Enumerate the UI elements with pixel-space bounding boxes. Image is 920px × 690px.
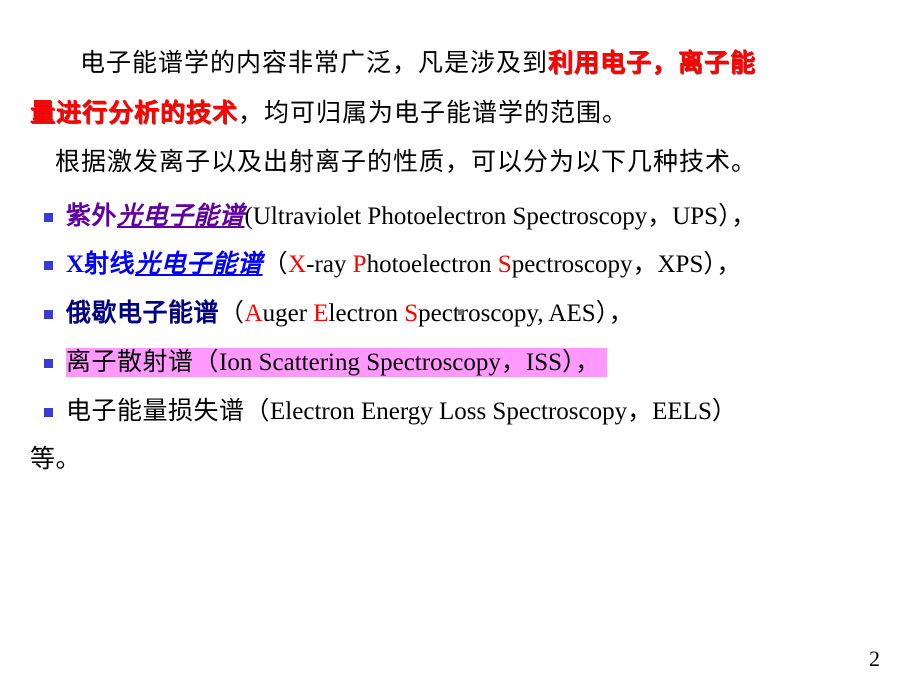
iss-en: Ion Scattering Spectroscopy， (219, 349, 526, 376)
xps-zh-bold: X射线 (66, 251, 135, 278)
ups-zh-italic: 光电子能谱 (117, 203, 245, 230)
page-number: 2 (869, 646, 880, 672)
intro-emph-a: 利用电子，离子能 (548, 50, 756, 77)
center-dot-icon (458, 310, 463, 315)
list-item-ups: 紫外光电子能谱(Ultraviolet Photoelectron Spectr… (30, 193, 890, 242)
eels-paren-open: （ (245, 398, 271, 425)
ups-paren-close: ） (718, 203, 731, 230)
ups-abbr: UPS (672, 203, 718, 230)
aes-tail: ， (609, 300, 635, 327)
iss-tail: ， (575, 349, 601, 376)
intro-line1: 电子能谱学的内容非常广泛，凡是涉及到利用电子，离子能 (30, 40, 890, 88)
technique-list: 紫外光电子能谱(Ultraviolet Photoelectron Spectr… (30, 193, 890, 486)
aes-en-post: , AES (537, 300, 595, 327)
eels-paren-close: ） (712, 398, 738, 425)
xps-en-post: ，XPS (632, 251, 703, 278)
aes-zh-bold: 俄歇电子能谱 (66, 300, 219, 327)
eels-zh: 电子能量损失谱 (66, 398, 245, 425)
iss-zh: 离子散射谱 (66, 349, 194, 376)
intro-text-a: 电子能谱学的内容非常广泛，凡是涉及到 (80, 50, 548, 77)
aes-paren-open: （ (219, 300, 245, 327)
xps-tail: ， (716, 251, 742, 278)
aes-en: Auger Electron Spectroscopy (245, 300, 538, 327)
xps-paren-close: ） (703, 251, 716, 278)
eels-en: Electron Energy Loss Spectroscopy， (270, 398, 652, 425)
xps-paren-open: （ (263, 251, 289, 278)
intro-text-b: ，均可归属为电子能谱学的范围。 (238, 100, 628, 127)
ups-tail: ， (731, 203, 757, 230)
ups-paren-open: ( (245, 203, 253, 230)
list-item-xps: X射线光电子能谱（X-ray Photoelectron Spectroscop… (30, 241, 890, 290)
iss-abbr: ISS (526, 349, 562, 376)
iss-paren-close: ） (562, 349, 575, 376)
iss-paren-open: （ (194, 349, 220, 376)
slide: 电子能谱学的内容非常广泛，凡是涉及到利用电子，离子能 量进行分析的技术，均可归属… (0, 0, 920, 690)
eels-abbr: EELS (652, 398, 712, 425)
list-item-eels: 电子能量损失谱（Electron Energy Loss Spectroscop… (30, 388, 890, 486)
intro-text-c: 根据激发离子以及出射离子的性质，可以分为以下几种技术。 (55, 149, 757, 176)
ups-zh-bold: 紫外 (66, 203, 117, 230)
ups-en: Ultraviolet Photoelectron Spectroscopy， (253, 203, 672, 230)
intro-line2: 量进行分析的技术，均可归属为电子能谱学的范围。 (30, 90, 890, 138)
xps-en: X-ray Photoelectron Spectroscopy (288, 251, 632, 278)
xps-zh-italic: 光电子能谱 (135, 251, 263, 278)
eels-tail-line: 等。 (30, 436, 890, 485)
intro-line3: 根据激发离子以及出射离子的性质，可以分为以下几种技术。 (30, 139, 890, 187)
aes-paren-close: ） (596, 300, 609, 327)
intro-emph-b: 量进行分析的技术 (30, 100, 238, 127)
iss-highlight: 离子散射谱（Ion Scattering Spectroscopy，ISS）， (66, 348, 607, 377)
list-item-iss: 离子散射谱（Ion Scattering Spectroscopy，ISS）， (30, 339, 890, 388)
